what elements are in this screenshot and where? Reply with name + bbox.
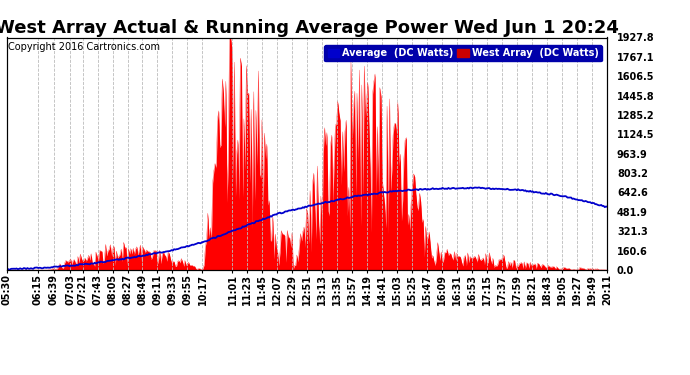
- Text: Copyright 2016 Cartronics.com: Copyright 2016 Cartronics.com: [8, 42, 159, 52]
- Legend: Average  (DC Watts), West Array  (DC Watts): Average (DC Watts), West Array (DC Watts…: [324, 45, 602, 62]
- Title: West Array Actual & Running Average Power Wed Jun 1 20:24: West Array Actual & Running Average Powe…: [0, 20, 619, 38]
